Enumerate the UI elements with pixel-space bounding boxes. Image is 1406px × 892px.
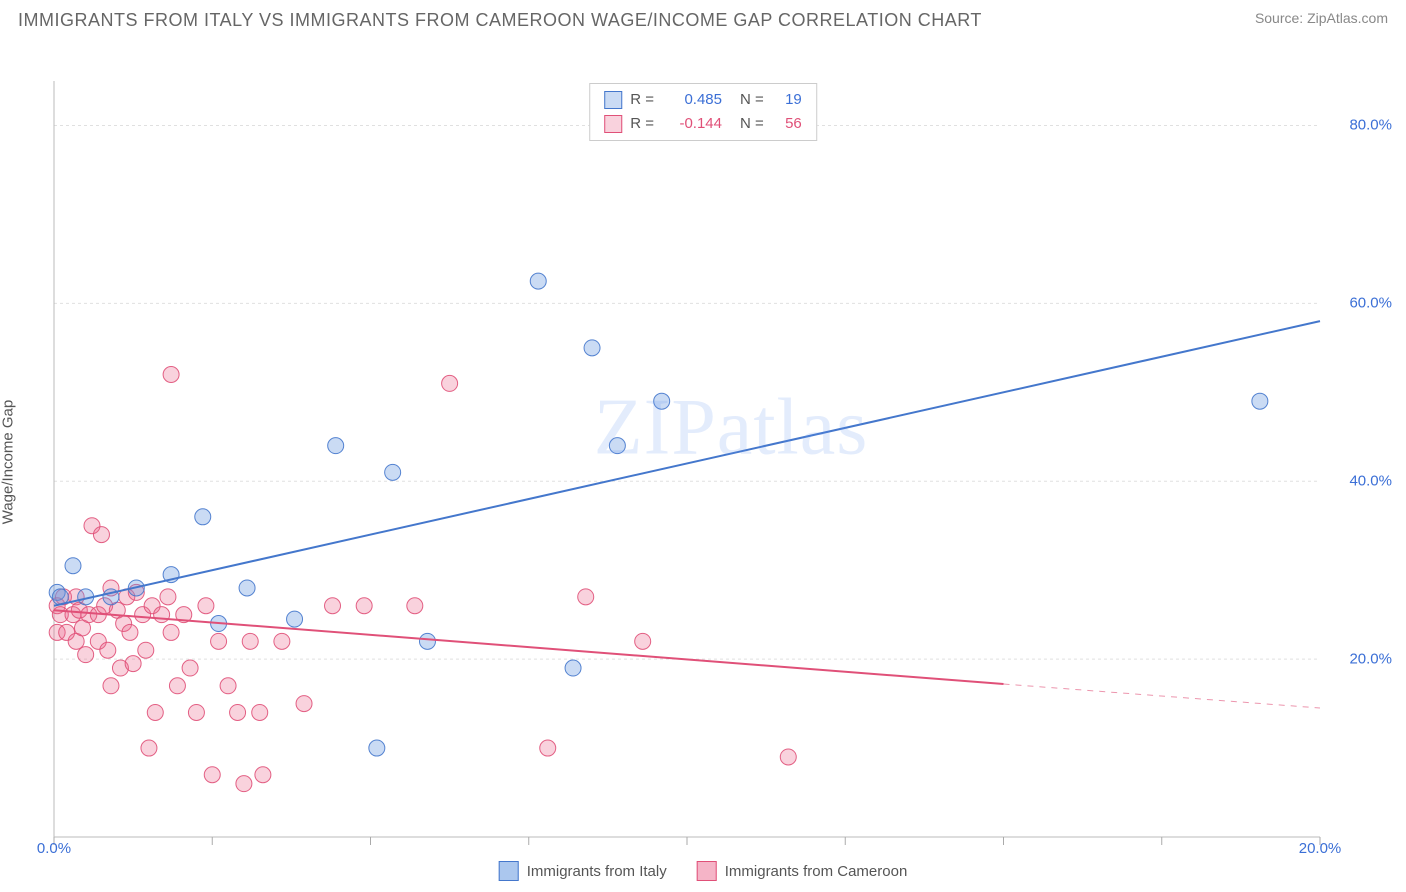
n-label: N = [740, 88, 764, 112]
stats-row: R = -0.144 N = 56 [604, 112, 802, 136]
r-value: -0.144 [662, 112, 722, 136]
scatter-plot-svg [0, 37, 1406, 887]
bottom-legend: Immigrants from Italy Immigrants from Cam… [499, 861, 908, 881]
r-value: 0.485 [662, 88, 722, 112]
legend-swatch-icon [697, 861, 717, 881]
n-label: N = [740, 112, 764, 136]
legend-swatch-icon [499, 861, 519, 881]
y-tick-label: 60.0% [1349, 295, 1392, 312]
y-tick-label: 40.0% [1349, 473, 1392, 490]
x-tick-label: 0.0% [37, 840, 71, 857]
x-tick-label: 20.0% [1299, 840, 1342, 857]
header: IMMIGRANTS FROM ITALY VS IMMIGRANTS FROM… [0, 0, 1406, 37]
r-label: R = [630, 88, 654, 112]
r-label: R = [630, 112, 654, 136]
y-axis-label: Wage/Income Gap [0, 400, 17, 525]
y-tick-label: 80.0% [1349, 117, 1392, 134]
y-tick-label: 20.0% [1349, 651, 1392, 668]
chart-title: IMMIGRANTS FROM ITALY VS IMMIGRANTS FROM… [18, 10, 982, 31]
legend-label: Immigrants from Cameroon [725, 863, 908, 880]
legend-item: Immigrants from Cameroon [697, 861, 908, 881]
n-value: 19 [772, 88, 802, 112]
legend-item: Immigrants from Italy [499, 861, 667, 881]
stats-swatch-icon [604, 91, 622, 109]
source-label: Source: ZipAtlas.com [1255, 10, 1388, 26]
chart-area: Wage/Income Gap ZIPatlas R =0.485N =19R … [0, 37, 1406, 887]
stats-legend-box: R = 0.485 N = 19 R = -0.144 N = 56 [589, 83, 817, 141]
stats-swatch-icon [604, 115, 622, 133]
stats-row: R = 0.485 N = 19 [604, 88, 802, 112]
n-value: 56 [772, 112, 802, 136]
legend-label: Immigrants from Italy [527, 863, 667, 880]
